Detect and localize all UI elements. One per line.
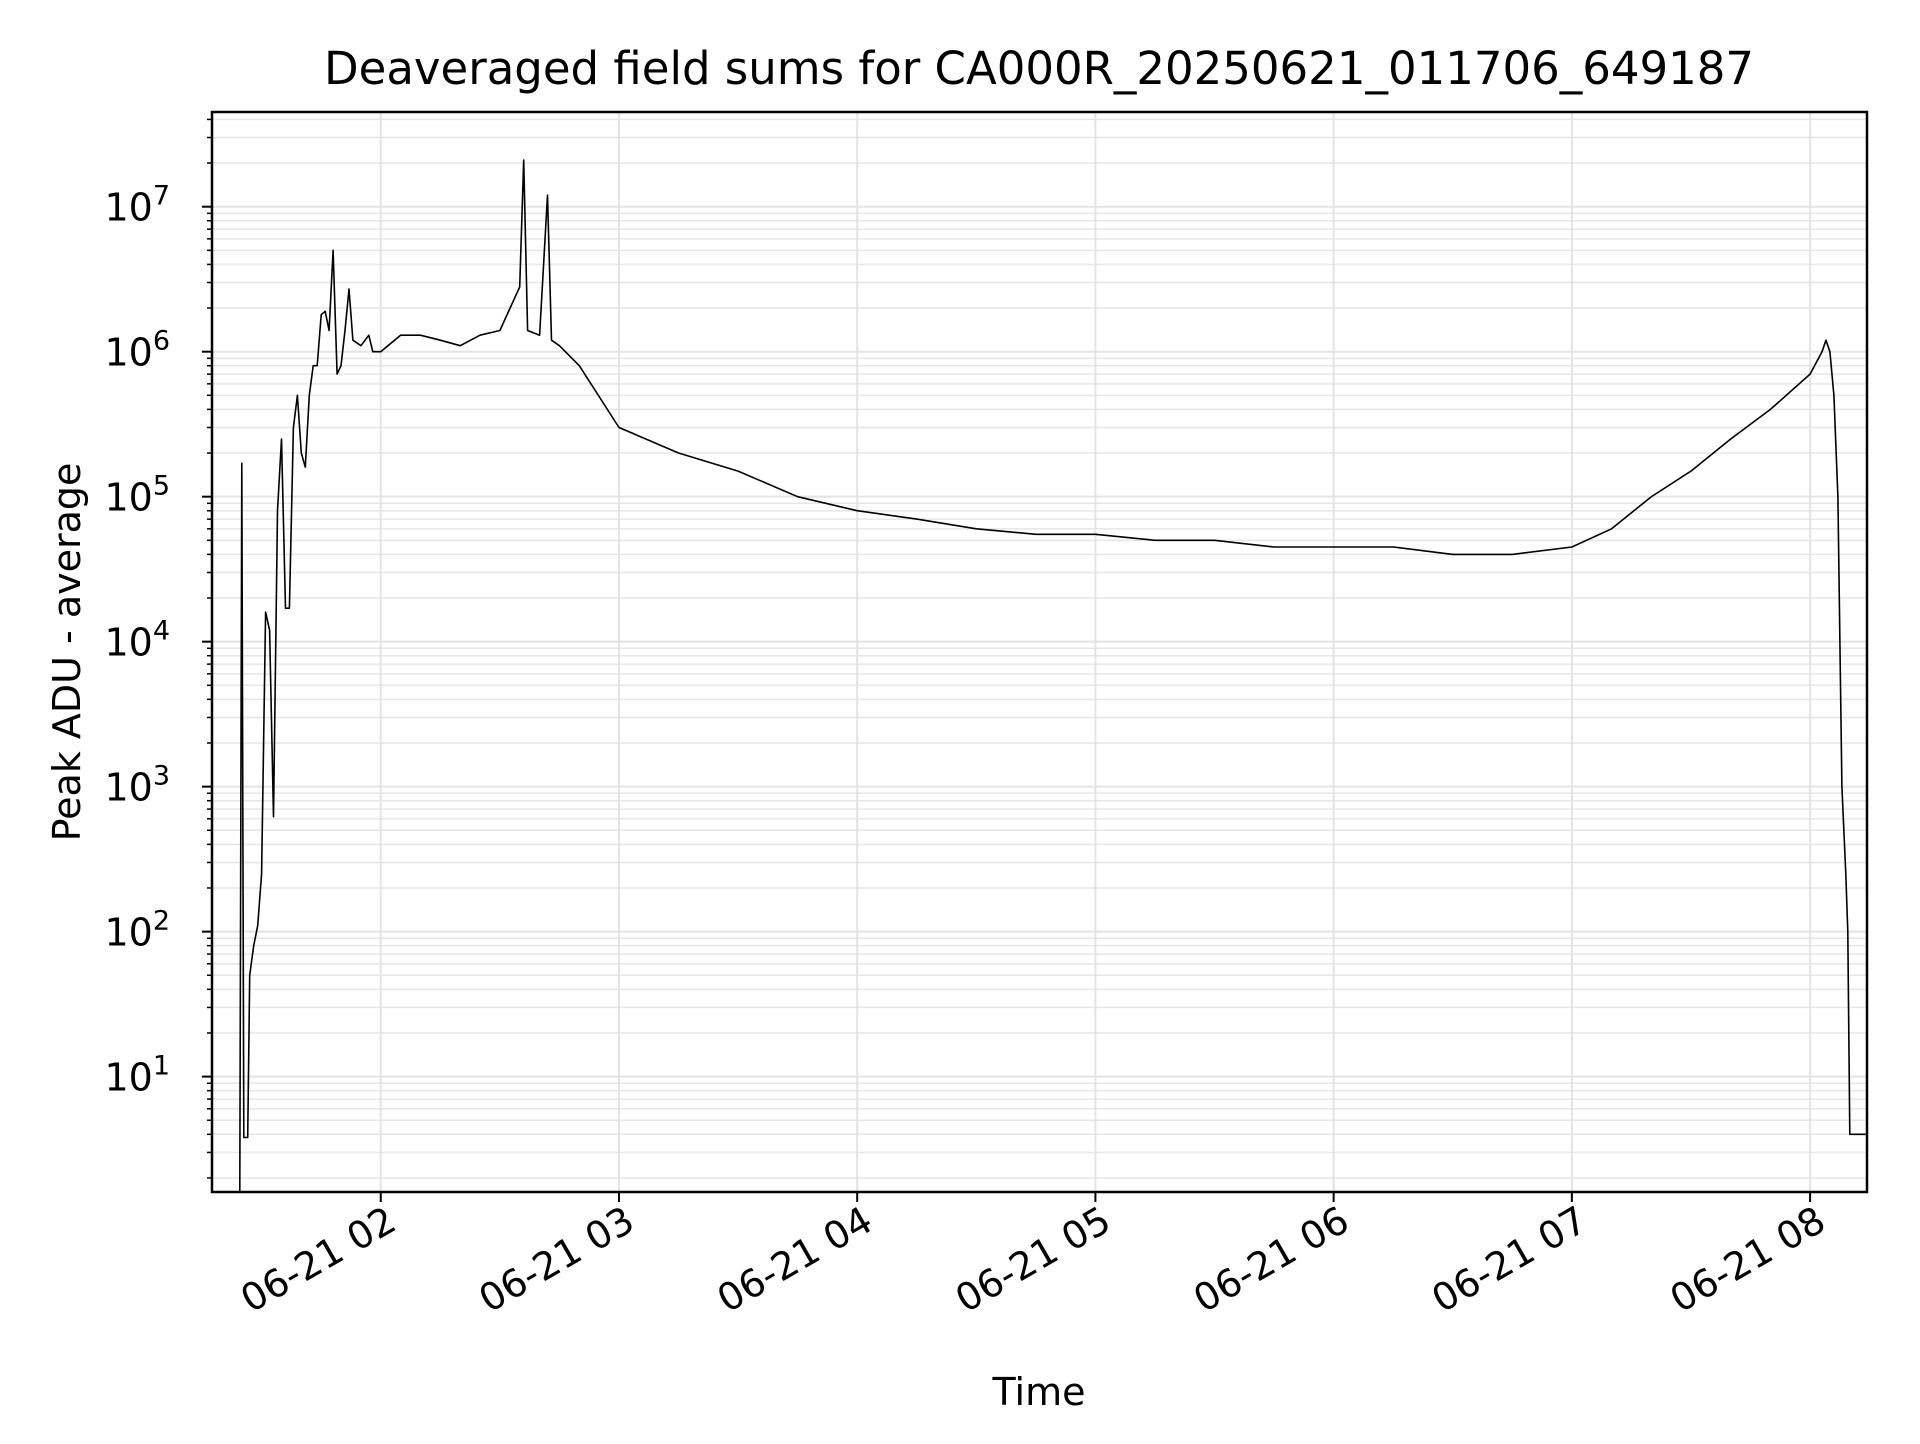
series-line bbox=[239, 159, 1866, 1193]
y-tick-label: 104 bbox=[104, 616, 170, 665]
y-axis-label: Peak ADU - average bbox=[45, 463, 89, 842]
data-line-layer bbox=[239, 159, 1866, 1193]
grid bbox=[212, 112, 1867, 1192]
y-tick-label: 103 bbox=[104, 761, 170, 810]
plot-frame bbox=[210, 110, 1869, 1194]
chart-title: Deaveraged field sums for CA000R_2025062… bbox=[324, 42, 1754, 95]
y-tick-label: 105 bbox=[104, 471, 170, 520]
x-axis-label: Time bbox=[992, 1370, 1086, 1414]
y-tick-label: 101 bbox=[104, 1051, 170, 1100]
y-tick-label: 107 bbox=[104, 181, 170, 230]
y-tick-label: 106 bbox=[104, 326, 170, 375]
y-tick-label: 102 bbox=[104, 906, 170, 955]
